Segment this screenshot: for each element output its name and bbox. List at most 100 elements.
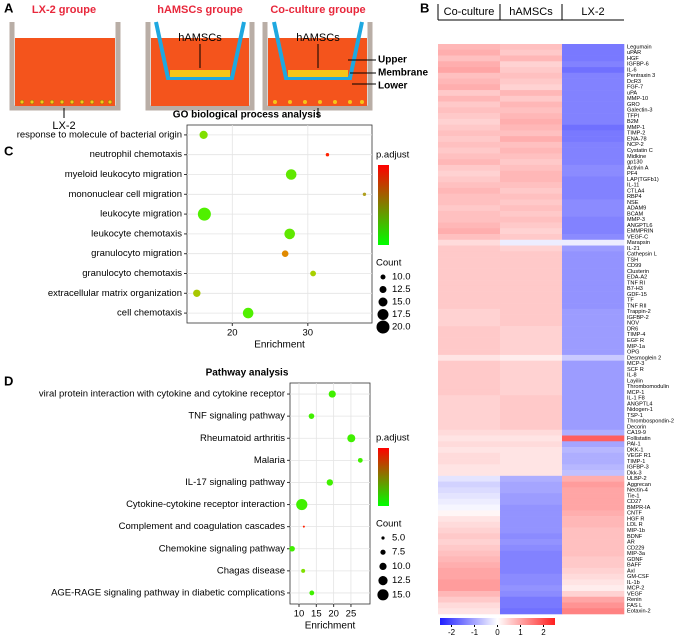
y-tick-label: neutrophil chemotaxis [90,149,183,160]
y-tick-label: granulocyto migration [91,248,182,259]
heatmap-cell [562,326,625,333]
row-label: GDNF [627,557,643,563]
row-label: VEGF [627,591,643,597]
heatmap-cell [438,113,501,120]
heatmap-cell [562,176,625,183]
heatmap-cell [562,331,625,338]
heatmap-cell [562,585,625,592]
heatmap-cell [562,470,625,477]
heatmap-cell [500,412,563,419]
row-label: Decorin [627,424,646,430]
heatmap-cell [500,395,563,402]
row-label: LAP(TGFb1) [627,177,659,183]
heatmap-cell [438,257,501,264]
heatmap-cell [562,383,625,390]
panel-label: A [4,0,14,15]
row-label: ANGPTL4 [627,401,653,407]
heatmap-cell [562,274,625,281]
heatmap-cell [500,406,563,413]
heatmap-cell [438,567,501,574]
heatmap-cell [438,308,501,315]
heatmap-cell [562,90,625,97]
heatmap-cell [562,452,625,459]
heatmap-cell [438,285,501,292]
legend-dot [379,286,387,293]
heatmap-cell [438,418,501,425]
row-label: Desmoglein 2 [627,355,661,361]
row-label: ANGPTL6 [627,223,653,229]
heatmap-cell [562,257,625,264]
heatmap-cell [500,245,563,252]
legend-label: 5.0 [392,533,405,544]
heatmap-cell [562,280,625,287]
heatmap-cell [562,493,625,500]
column-group-label: hAMSCs [509,6,553,18]
heatmap-cell [562,320,625,327]
heatmap-cell [438,245,501,252]
legend-title: p.adjust [376,433,410,444]
row-label: Midkine [627,154,646,160]
heatmap-cell [438,349,501,356]
heatmap-cell [500,470,563,477]
row-label: BDNF [627,534,643,540]
colorbar [378,165,389,245]
row-label: Trappin-2 [627,309,651,315]
row-label: Nectin-4 [627,488,648,494]
heatmap-cell [500,285,563,292]
heatmap-cell [562,78,625,85]
heatmap-cell [438,55,501,62]
heatmap-cell [562,608,625,615]
heatmap-cell [438,602,501,609]
dot [308,413,315,419]
row-label: Activin A [627,165,649,171]
heatmap-cell [562,556,625,563]
y-tick-label: granulocyto chemotaxis [82,268,182,279]
row-label: IL-11 [627,183,639,189]
row-label: BCAM [627,211,644,217]
row-label: Eotaxin-2 [627,609,651,615]
heatmap-cell [438,377,501,384]
heatmap-cell [500,429,563,436]
dot [301,568,306,573]
row-label: MIP-1a [627,344,646,350]
heatmap-cell [562,159,625,166]
row-label: GM-CSF [627,574,650,580]
heatmap-cell [500,262,563,269]
heatmap-cell [562,303,625,310]
x-tick-label: 25 [346,609,357,620]
legend-label: 15.0 [392,297,411,308]
row-label: VEGF-C [627,234,648,240]
heatmap-cell [562,354,625,361]
row-label: Tie-1 [627,493,640,499]
row-label: Follistatin [627,436,651,442]
heatmap-cell [500,354,563,361]
heatmap-cell [438,130,501,137]
heatmap-cell [562,291,625,298]
heatmap-cell [500,521,563,528]
row-label: IGFBP-6 [627,62,649,68]
heatmap-cell [500,268,563,275]
row-label: Layilin [627,378,643,384]
heatmap-cell [562,141,625,148]
heatmap-cell [500,498,563,505]
group-title: LX-2 groupe [32,4,96,16]
row-label: CTLA4 [627,188,644,194]
heatmap-cell [438,590,501,598]
legend-dot [377,309,389,320]
heatmap-cell [500,556,563,563]
heatmap-cell [500,585,563,592]
heatmap-cell [500,303,563,310]
row-label: PF4 [627,171,637,177]
heatmap-cell [438,210,501,218]
heatmap-cell [500,590,563,598]
row-label: Axl [627,568,635,574]
row-label: MIP-1b [627,528,645,534]
heatmap-cell [438,573,501,580]
heatmap-cell [562,61,625,68]
legend-label: 12.5 [392,575,411,586]
heatmap-cell [562,308,625,315]
heatmap-cell [438,487,501,494]
heatmap-cell [438,360,501,367]
row-label: IL-6 [627,67,637,73]
x-tick-label: 15 [311,609,322,620]
